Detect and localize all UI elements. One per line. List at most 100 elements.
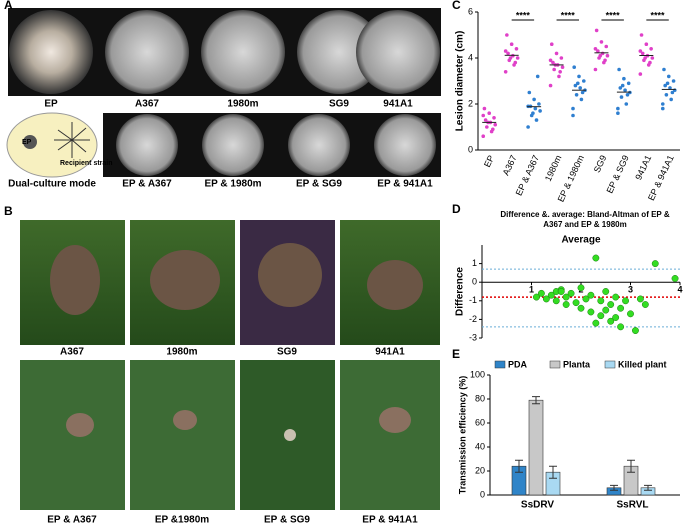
y-tick-label: 0 xyxy=(468,144,473,154)
strip-point xyxy=(604,44,609,49)
error-bar xyxy=(515,459,523,473)
photo-caption: 1980m xyxy=(166,347,197,358)
scatter-point xyxy=(607,301,615,308)
strip-point xyxy=(548,83,553,88)
strip-point xyxy=(554,51,559,56)
strip-point xyxy=(617,67,621,72)
photo-caption: EP & 1980m xyxy=(204,179,261,190)
photo-caption: SG9 xyxy=(277,347,297,358)
strip-point xyxy=(560,65,565,69)
strip-point xyxy=(557,74,561,79)
strip-point xyxy=(483,118,488,122)
strip-point xyxy=(548,58,553,63)
strip-point xyxy=(639,33,644,37)
photo-caption: A367 xyxy=(60,347,84,358)
strip-point xyxy=(549,42,554,46)
dish xyxy=(288,114,350,176)
strip-point xyxy=(571,106,575,111)
strip-point xyxy=(649,47,653,51)
lesion xyxy=(50,245,100,315)
y-tick-label: 4 xyxy=(468,52,473,62)
strip-point xyxy=(648,60,652,65)
strip-point xyxy=(660,102,665,106)
strip-point xyxy=(669,97,673,102)
legend-swatch xyxy=(604,360,616,369)
strip-point xyxy=(638,49,643,53)
x-axis-label: Average xyxy=(561,235,601,246)
x-tick-label: EP & A367 xyxy=(514,154,541,198)
photo-caption: EP & SG9 xyxy=(296,179,342,190)
strip-point xyxy=(515,56,520,60)
strip-point xyxy=(526,125,530,129)
bar xyxy=(528,399,544,496)
x-tick-label: 941A1 xyxy=(633,154,653,182)
strip-point xyxy=(670,90,675,95)
legend-label: Killed plant xyxy=(618,359,667,369)
scatter-point xyxy=(612,314,620,321)
strip-point xyxy=(572,65,576,69)
photo-caption: A367 xyxy=(135,99,159,110)
x-tick-label: SG9 xyxy=(592,154,609,175)
strip-point xyxy=(620,83,625,88)
scatter-point xyxy=(552,297,560,305)
scatter-point xyxy=(617,304,625,312)
strip-point xyxy=(538,109,542,113)
y-tick-label: 80 xyxy=(475,393,485,403)
y-tick-label: -3 xyxy=(469,332,477,342)
strip-point xyxy=(552,67,556,72)
legend-label: Planta xyxy=(563,359,591,369)
leaf-photo xyxy=(340,360,440,510)
lesion xyxy=(379,407,411,433)
scatter-point xyxy=(651,260,659,268)
strip-point xyxy=(662,67,666,72)
photo-layer xyxy=(6,8,441,510)
strip-point xyxy=(603,58,607,63)
y-tick-label: 20 xyxy=(475,465,485,475)
x-tick-label: EP xyxy=(482,154,496,169)
strip-point xyxy=(598,53,603,58)
dish xyxy=(116,114,178,176)
sig-label: **** xyxy=(561,10,576,20)
strip-point xyxy=(533,106,538,111)
strip-point xyxy=(599,40,604,44)
strip-point xyxy=(619,95,624,99)
scatter-point xyxy=(636,295,644,303)
strip-point xyxy=(663,83,667,88)
diagram-caption: Dual-culture mode xyxy=(8,179,96,190)
strip-point xyxy=(580,90,585,95)
scatter-point xyxy=(557,288,565,295)
strip-point xyxy=(623,88,627,92)
y-axis-label: Transmission efficiency (%) xyxy=(457,376,467,495)
scatter-point xyxy=(537,289,545,297)
legend-swatch xyxy=(494,360,506,369)
strip-point xyxy=(640,51,645,56)
scatter-point xyxy=(602,306,610,314)
lesion xyxy=(173,410,197,430)
dish xyxy=(201,10,285,94)
strip-point xyxy=(571,113,575,118)
strip-point xyxy=(626,81,631,86)
strip-point xyxy=(505,33,509,37)
strip-point xyxy=(492,116,496,120)
scatter-point xyxy=(607,317,615,325)
strip-point xyxy=(551,60,555,65)
strip-point xyxy=(514,47,519,51)
x-tick-label: A367 xyxy=(501,154,519,177)
lesion xyxy=(367,260,423,310)
strip-point xyxy=(558,70,562,74)
y-axis-label: Lesion diameter (cm) xyxy=(455,31,466,132)
strip-point xyxy=(622,76,626,81)
strip-point xyxy=(491,127,495,132)
dish xyxy=(202,114,264,176)
dish xyxy=(105,10,189,94)
y-tick-label: 6 xyxy=(468,6,473,16)
scatter-point xyxy=(572,299,580,307)
strip-point xyxy=(618,86,623,90)
y-tick-label: -2 xyxy=(469,314,477,324)
y-axis-label: Difference xyxy=(455,267,466,316)
scatter-point xyxy=(587,308,595,316)
strip-point xyxy=(487,111,492,115)
x-tick-label: 3 xyxy=(628,285,633,295)
panel-label: D xyxy=(452,202,461,216)
strip-point xyxy=(508,56,513,60)
